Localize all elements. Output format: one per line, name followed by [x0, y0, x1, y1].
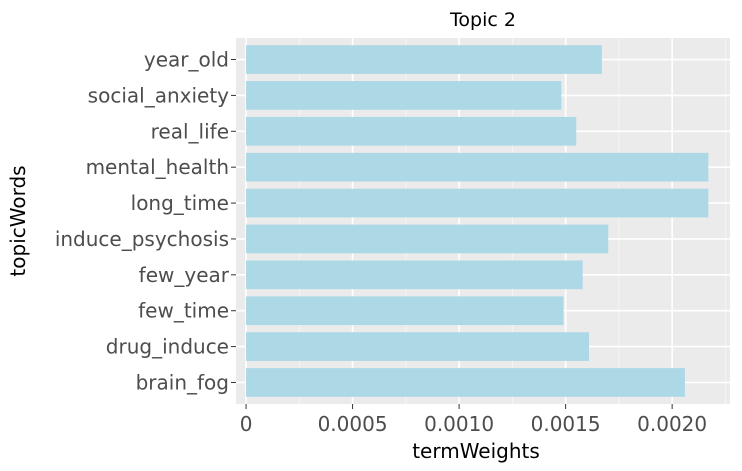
- y-tick-label: drug_induce: [106, 335, 229, 359]
- bars: [246, 45, 709, 397]
- bar: [246, 368, 685, 397]
- bar: [246, 260, 583, 290]
- y-tick-label: brain_fog: [136, 370, 229, 394]
- x-axis-title: termWeights: [412, 439, 540, 463]
- y-axis-title: topicWords: [6, 165, 30, 276]
- bar: [246, 224, 609, 254]
- bar: [246, 45, 602, 74]
- bar: [246, 116, 577, 146]
- y-tick-label: social_anxiety: [88, 83, 229, 107]
- bar: [246, 296, 564, 326]
- x-tick-label: 0.0010: [424, 412, 494, 436]
- chart-title: Topic 2: [449, 9, 516, 31]
- bar: [246, 152, 709, 182]
- bar: [246, 332, 590, 361]
- x-tick-label: 0.0005: [318, 412, 388, 436]
- y-tick-label: year_old: [144, 48, 229, 72]
- x-axis-ticks: 0 0.0005 0.0010 0.0015 0.0020: [240, 404, 707, 436]
- x-tick-label: 0.0015: [531, 412, 601, 436]
- y-tick-label: long_time: [131, 191, 229, 215]
- y-tick-label: real_life: [151, 119, 229, 143]
- y-tick-label: few_year: [139, 263, 230, 287]
- y-axis-ticks: year_old social_anxiety real_life mental_he…: [55, 48, 236, 394]
- bar: [246, 81, 562, 110]
- x-tick-label: 0: [240, 412, 253, 436]
- y-tick-label: induce_psychosis: [55, 227, 229, 251]
- y-tick-label: mental_health: [86, 155, 229, 179]
- x-tick-label: 0.0020: [637, 412, 707, 436]
- y-tick-label: few_time: [138, 299, 229, 323]
- bar: [246, 188, 709, 218]
